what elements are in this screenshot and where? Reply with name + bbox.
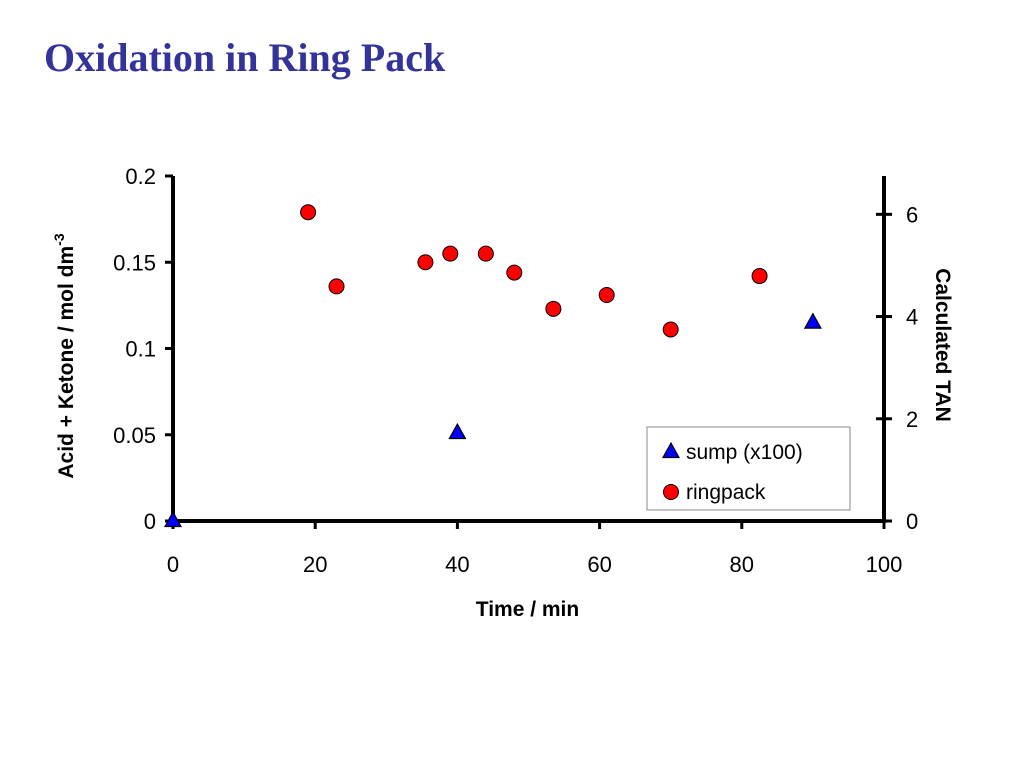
ringpack-point	[506, 264, 523, 281]
y-tick-label: 0.15	[113, 250, 156, 275]
x-axis-title: Time / min	[476, 598, 579, 621]
legend-triangle-icon	[661, 441, 681, 459]
y-axis-title: Acid + Ketone / mol dm-3	[51, 233, 78, 478]
ringpack-point	[328, 278, 345, 295]
x-tick-label: 20	[303, 552, 327, 577]
chart-axis-titles: Time / min Acid + Ketone / mol dm-3 Calcul…	[51, 233, 954, 621]
ringpack-point	[300, 204, 317, 221]
ringpack-point	[598, 287, 615, 304]
y-tick-label: 0.1	[125, 337, 156, 362]
chart-legend: sump (x100) ringpack	[646, 426, 851, 511]
sump-point	[448, 422, 467, 440]
ringpack-point	[751, 268, 768, 285]
y2-tick-label: 0	[906, 509, 918, 534]
ringpack-point	[417, 254, 434, 271]
y2-axis-title: Calculated TAN	[931, 268, 954, 422]
y2-tick-label: 4	[906, 305, 918, 330]
ringpack-point	[477, 245, 494, 262]
x-tick-label: 0	[167, 552, 179, 577]
y2-tick-label: 2	[906, 407, 918, 432]
ringpack-point	[442, 245, 459, 262]
y-axis-title-main: Acid + Ketone / mol dm	[55, 246, 78, 479]
x-tick-label: 100	[866, 552, 903, 577]
legend-circle-icon	[663, 484, 679, 500]
sump-point	[163, 510, 183, 528]
slide-title: Oxidation in Ring Pack	[44, 35, 446, 80]
sump-point	[803, 312, 822, 329]
y-tick-label: 0	[144, 509, 156, 534]
y-tick-label: 0.05	[113, 423, 156, 448]
y-axis-title-superscript: -3	[51, 233, 67, 246]
chart-marks	[163, 204, 822, 528]
y-tick-label: 0.2	[125, 164, 156, 189]
ringpack-point	[545, 300, 562, 317]
legend-box	[646, 426, 851, 511]
y2-tick-label: 6	[906, 202, 918, 227]
legend-label: sump (x100)	[686, 441, 803, 464]
ringpack-point	[662, 321, 679, 338]
x-tick-label: 80	[730, 552, 754, 577]
x-tick-label: 60	[587, 552, 611, 577]
legend-label: ringpack	[686, 481, 766, 504]
x-tick-label: 40	[445, 552, 469, 577]
